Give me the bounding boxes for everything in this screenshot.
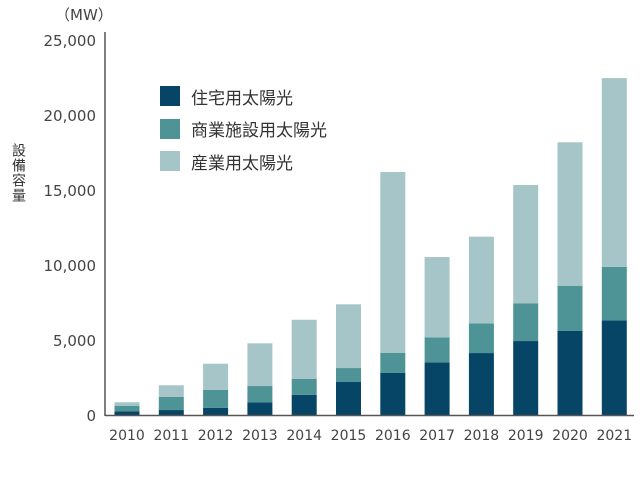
bar-segment-commercial [601, 266, 627, 321]
bar-segment-commercial [291, 379, 317, 395]
bar-segment-industrial [158, 385, 184, 397]
bar-segment-industrial [601, 78, 627, 267]
x-tick-label: 2013 [242, 428, 278, 444]
bar-segment-residential [291, 394, 317, 415]
bar-segment-industrial [557, 142, 583, 286]
legend-item-commercial: 商業施設用太陽光 [160, 113, 327, 146]
bar-segment-commercial [424, 337, 450, 363]
legend-label: 住宅用太陽光 [191, 88, 293, 109]
bar-segment-residential [380, 372, 406, 415]
legend: 住宅用太陽光 商業施設用太陽光 産業用太陽光 [160, 80, 327, 178]
legend-label: 産業用太陽光 [191, 153, 293, 174]
bar-segment-residential [513, 341, 539, 415]
legend-swatch [160, 118, 180, 139]
y-tick-label: 10,000 [44, 257, 97, 275]
x-tick-label: 2010 [109, 428, 145, 444]
x-tick-label: 2020 [552, 428, 588, 444]
bar-segment-residential [247, 402, 273, 415]
x-tick-label: 2012 [198, 428, 234, 444]
y-tick-label: 20,000 [44, 107, 97, 125]
bar-segment-commercial [114, 405, 140, 412]
bar-segment-commercial [158, 397, 184, 411]
unit-label: （MW） [55, 6, 113, 24]
bar-segment-industrial [424, 257, 450, 338]
y-axis-label: 設備容量 [10, 143, 26, 203]
bar-segment-residential [158, 410, 184, 415]
bar-segment-residential [114, 411, 140, 415]
legend-swatch [160, 86, 180, 107]
x-tick-label: 2015 [331, 428, 367, 444]
bar-segment-commercial [468, 323, 494, 354]
legend-label: 商業施設用太陽光 [191, 121, 327, 142]
bar-segment-residential [424, 362, 450, 415]
bar-segment-residential [468, 353, 494, 415]
x-tick-label: 2014 [286, 428, 322, 444]
bar-segment-commercial [557, 286, 583, 331]
bar-segment-industrial [114, 402, 140, 406]
y-tick-label: 15,000 [44, 182, 97, 200]
y-tick-label: 25,000 [44, 32, 97, 50]
x-tick-label: 2017 [419, 428, 455, 444]
x-tick-label: 2019 [508, 428, 544, 444]
legend-item-industrial: 産業用太陽光 [160, 145, 327, 178]
bar-segment-commercial [336, 368, 361, 382]
x-tick-label: 2021 [596, 428, 632, 444]
bar-segment-industrial [336, 304, 361, 369]
legend-swatch [160, 151, 180, 172]
bar-segment-commercial [513, 303, 539, 342]
bar-segment-industrial [291, 319, 317, 379]
bar-segment-industrial [247, 343, 273, 387]
legend-item-residential: 住宅用太陽光 [160, 80, 327, 113]
y-tick-label: 5,000 [53, 332, 96, 350]
x-tick-label: 2018 [464, 428, 500, 444]
bar-segment-commercial [203, 389, 229, 408]
x-tick-label: 2011 [153, 428, 189, 444]
bar-segment-residential [203, 407, 229, 415]
bar-segment-residential [601, 320, 627, 415]
y-tick-label: 0 [86, 407, 96, 425]
bar-segment-residential [557, 330, 583, 415]
bar-segment-industrial [513, 185, 539, 304]
bar-segment-industrial [468, 236, 494, 324]
bar-segment-industrial [203, 363, 229, 390]
bar-segment-commercial [380, 352, 406, 373]
bar-segment-industrial [380, 172, 406, 353]
bar-segment-residential [336, 381, 361, 415]
x-tick-label: 2016 [375, 428, 411, 444]
bar-segment-commercial [247, 386, 273, 403]
